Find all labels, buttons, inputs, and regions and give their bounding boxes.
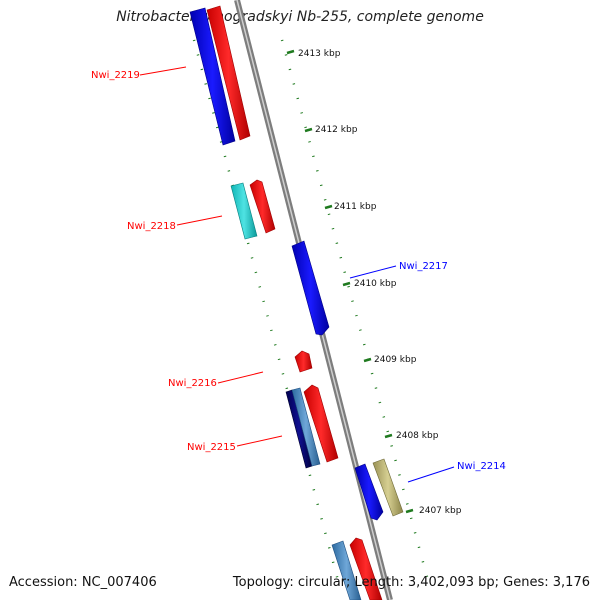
tick-mark (384, 433, 393, 439)
tick-label: 2410 kbp (354, 279, 397, 289)
gene-label-nwi-2218[interactable]: Nwi_2218 (127, 221, 176, 232)
tick-mark (363, 357, 372, 363)
tick-label: 2413 kbp (298, 49, 341, 59)
tick-mark (286, 49, 295, 55)
leader-line (176, 215, 223, 226)
gene-label-nwi-2216[interactable]: Nwi_2216 (168, 378, 217, 389)
tick-mark (405, 508, 414, 514)
genome-summary-text: Topology: circular; Length: 3,402,093 bp… (232, 575, 590, 590)
tick-marks (286, 49, 414, 514)
gene-cyan (230, 182, 258, 240)
gene-khaki (372, 458, 404, 517)
tick-mark (342, 281, 351, 287)
gene-red (349, 537, 383, 600)
gene-label-nwi-2219[interactable]: Nwi_2219 (91, 70, 140, 81)
tick-label: 2412 kbp (315, 125, 358, 135)
tick-mark (304, 127, 313, 133)
tick-label: 2408 kbp (396, 431, 439, 441)
leader-line (349, 265, 397, 279)
gene-red (206, 5, 251, 141)
tick-mark (324, 204, 333, 210)
gene-label-nwi-2217[interactable]: Nwi_2217 (399, 261, 448, 272)
gene-steelblue (331, 540, 362, 600)
tick-label: 2407 kbp (419, 506, 462, 516)
outer-dotted-track (280, 39, 432, 589)
gene-blue (189, 7, 236, 146)
gene-blue (291, 240, 330, 336)
gene-red (249, 179, 276, 234)
gene-red (303, 384, 339, 463)
gene-label-nwi-2215[interactable]: Nwi_2215 (187, 442, 236, 453)
label-leaders (139, 66, 455, 483)
reverse-strand-genes (189, 7, 362, 600)
leader-line (217, 371, 264, 384)
forward-strand-genes (206, 5, 404, 600)
tick-label: 2409 kbp (374, 355, 417, 365)
gene-blue (354, 463, 384, 521)
gene-label-nwi-2214[interactable]: Nwi_2214 (457, 461, 506, 472)
leader-line (236, 435, 283, 447)
tick-label: 2411 kbp (334, 202, 377, 212)
gene-red (294, 350, 313, 373)
leader-line (139, 66, 187, 76)
accession-text: Accession: NC_007406 (9, 575, 157, 590)
gene-steelblue (291, 387, 321, 467)
leader-line (407, 466, 455, 483)
